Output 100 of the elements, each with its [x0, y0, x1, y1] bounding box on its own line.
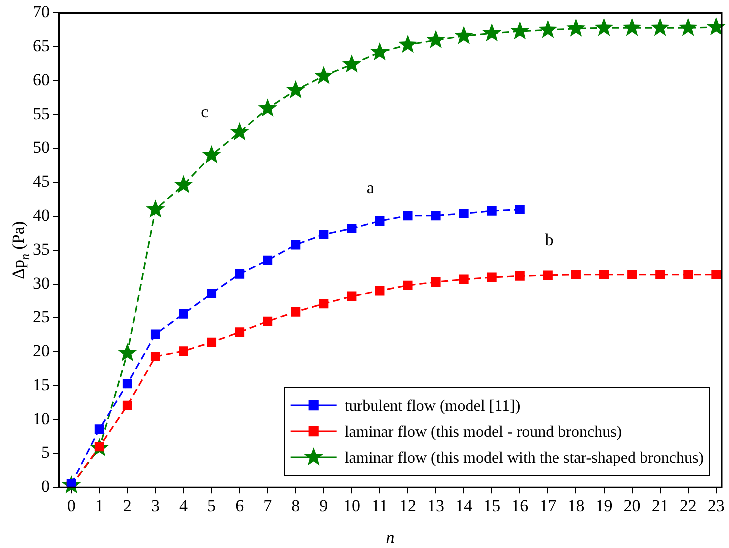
y-tick-label: 50 — [33, 138, 50, 158]
x-tick-label: 22 — [680, 496, 697, 516]
point — [291, 307, 301, 317]
point — [347, 292, 357, 302]
point — [179, 309, 188, 319]
point — [375, 286, 385, 296]
x-tick-label: 1 — [95, 496, 104, 516]
point — [431, 211, 441, 221]
point — [179, 346, 188, 356]
x-tick-label: 23 — [708, 496, 725, 516]
point — [202, 146, 222, 164]
point — [454, 26, 474, 44]
y-tick-label: 0 — [42, 477, 50, 496]
x-tick-label: 4 — [180, 496, 188, 516]
point — [403, 211, 413, 221]
point — [566, 18, 586, 37]
x-tick-label: 15 — [484, 496, 501, 516]
point — [622, 18, 642, 36]
point — [263, 316, 273, 326]
annotation: c — [201, 102, 210, 122]
y-tick-label: 20 — [33, 342, 50, 361]
annotation: a — [366, 178, 375, 198]
point — [291, 240, 301, 250]
annotation: b — [545, 230, 554, 250]
x-tick-label: 3 — [151, 496, 160, 516]
y-tick-label: 10 — [33, 409, 50, 428]
x-tick-label: 13 — [428, 496, 445, 516]
point — [319, 299, 329, 309]
point — [94, 424, 104, 434]
y-tick-label: 70 — [33, 2, 50, 22]
point — [207, 338, 217, 348]
y-tick-label: 15 — [33, 375, 50, 394]
x-tick-label: 11 — [372, 496, 388, 516]
point — [656, 270, 666, 280]
point — [487, 272, 497, 282]
point — [712, 270, 722, 280]
x-tick-label: 17 — [540, 496, 558, 516]
point — [487, 206, 497, 216]
y-tick-label: 65 — [33, 36, 50, 56]
point — [543, 270, 553, 280]
point — [600, 270, 609, 280]
x-tick-label: 19 — [596, 496, 613, 516]
point — [207, 289, 217, 299]
x-tick-label: 12 — [400, 496, 417, 516]
point — [174, 175, 194, 194]
point — [286, 80, 306, 99]
x-tick-label: 2 — [123, 496, 132, 516]
point — [122, 379, 132, 389]
point — [594, 18, 614, 36]
legend-label: turbulent flow (model [11]) — [344, 398, 521, 415]
point — [258, 98, 278, 117]
y-axis-title: Δpn (Pa) — [9, 221, 32, 280]
point — [235, 269, 245, 279]
point — [650, 18, 670, 36]
point — [628, 270, 638, 280]
point — [459, 209, 469, 219]
point — [403, 280, 413, 290]
point — [342, 54, 362, 73]
x-tick-label: 21 — [652, 496, 669, 516]
y-tick-label: 60 — [33, 70, 50, 90]
x-tick-label: 20 — [624, 496, 641, 516]
y-tick-label: 55 — [33, 104, 50, 124]
point — [515, 204, 525, 214]
point — [150, 352, 160, 362]
point — [235, 328, 245, 338]
point — [118, 343, 138, 362]
y-tick-label: 40 — [33, 206, 50, 225]
point — [459, 274, 469, 284]
x-tick-label: 16 — [512, 496, 529, 516]
point — [538, 20, 558, 38]
y-tick-label: 30 — [33, 274, 50, 293]
point — [684, 270, 694, 280]
point — [146, 200, 166, 218]
x-axis-title: n — [386, 528, 395, 547]
x-tick-label: 6 — [236, 496, 244, 516]
point — [263, 256, 273, 266]
legend-label: laminar flow (this model with the star-shaped bronchus) — [344, 450, 704, 467]
x-tick-label: 5 — [208, 496, 216, 516]
y-tick-label: 45 — [33, 172, 50, 192]
legend-label: laminar flow (this model - round bronchus) — [344, 424, 622, 441]
point — [314, 66, 334, 84]
point — [482, 24, 502, 42]
point — [398, 35, 418, 54]
point — [319, 230, 329, 240]
point — [370, 42, 390, 61]
point — [122, 400, 132, 410]
point — [375, 216, 385, 226]
point — [431, 278, 441, 287]
point — [347, 224, 357, 234]
x-tick-label: 0 — [67, 496, 76, 516]
x-tick-label: 18 — [568, 496, 585, 516]
point — [678, 18, 698, 36]
x-tick-label: 14 — [456, 496, 474, 516]
x-tick-label: 8 — [292, 496, 300, 516]
point — [510, 22, 530, 40]
point — [150, 330, 160, 340]
point — [706, 17, 726, 36]
point — [426, 30, 446, 48]
y-tick-label: 25 — [33, 308, 50, 327]
x-tick-label: 9 — [320, 496, 328, 516]
